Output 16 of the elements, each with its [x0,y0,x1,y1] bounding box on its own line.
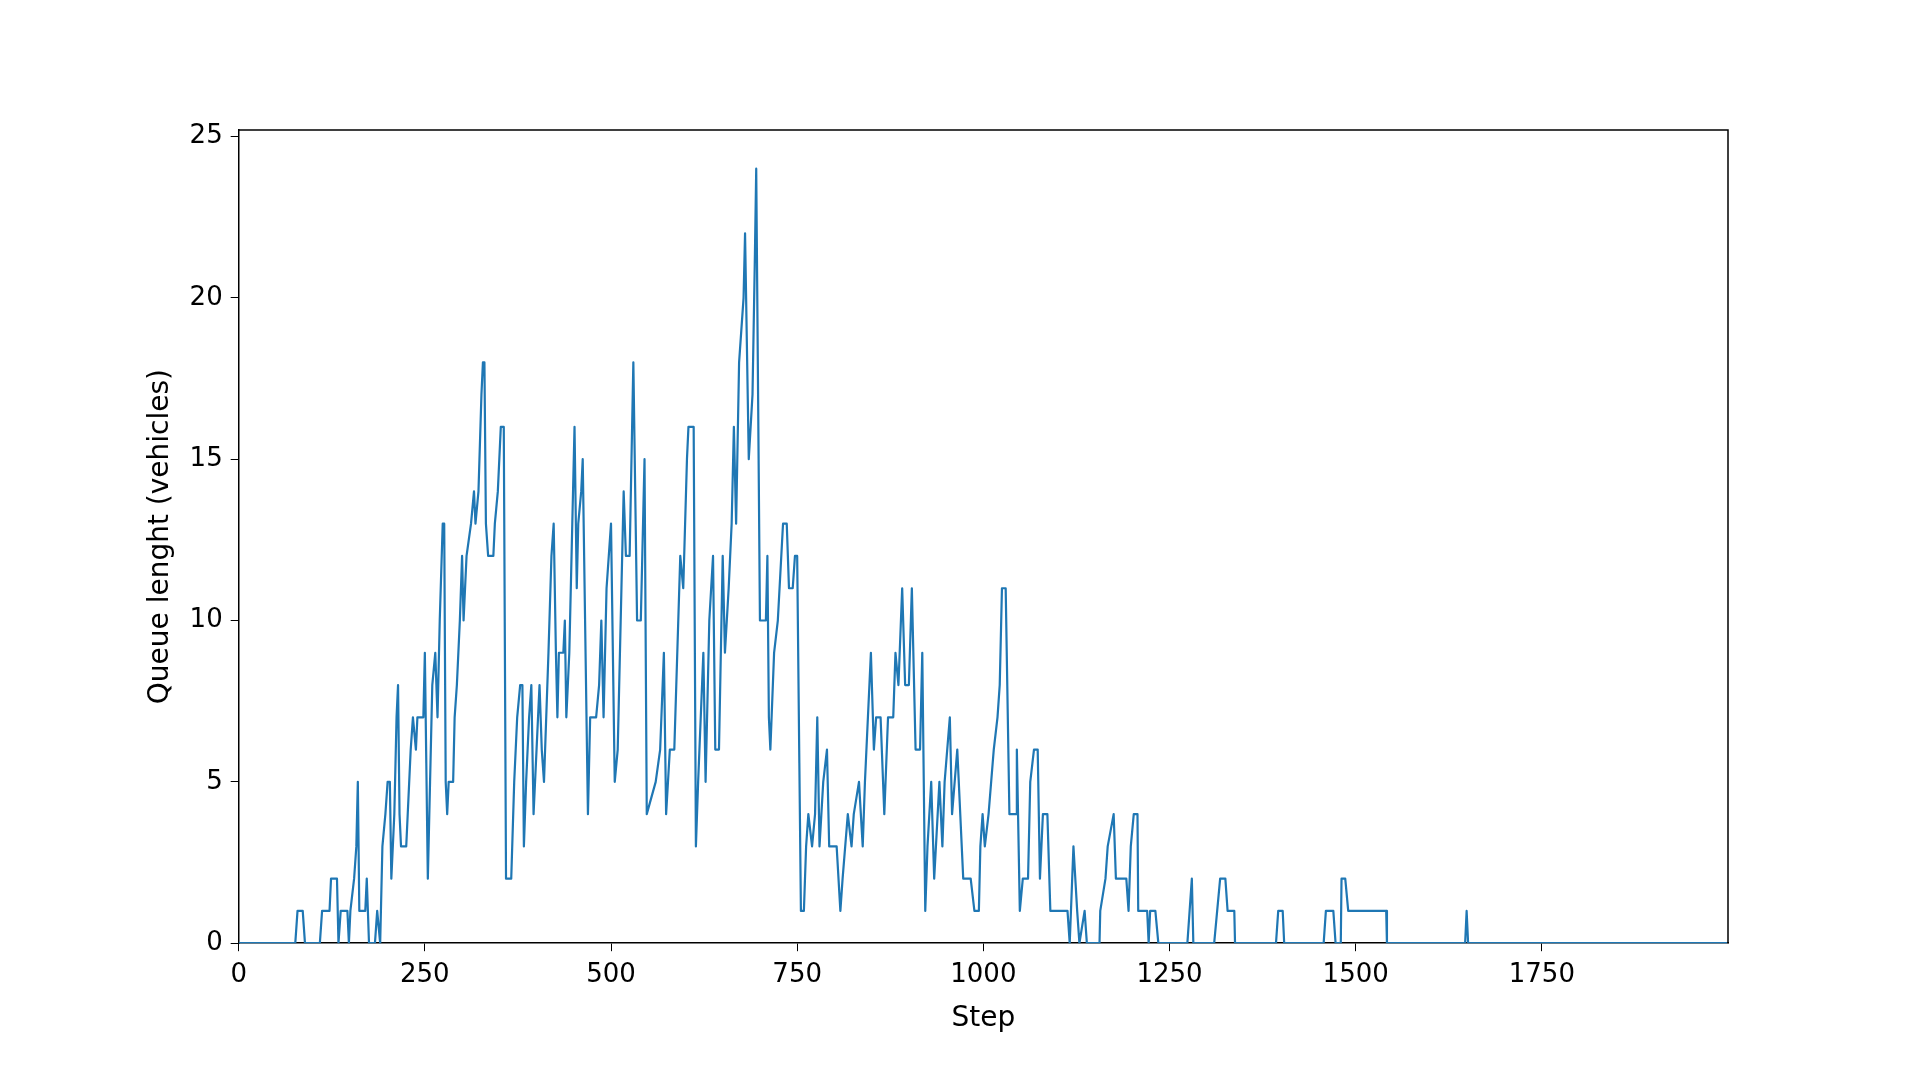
y-tick-label: 25 [189,119,223,150]
y-tick-label: 0 [206,925,223,956]
x-tick-label: 0 [230,957,247,988]
y-tick-label: 15 [189,441,223,472]
x-axis-title: Step [951,1000,1016,1034]
x-tick-label: 750 [772,957,822,988]
x-tick-label: 1250 [1136,957,1203,988]
x-tick-label: 1500 [1322,957,1389,988]
y-tick-label: 10 [189,603,223,634]
y-tick-label: 20 [189,280,223,311]
y-tick-label: 5 [206,764,223,795]
x-tick-label: 1000 [950,957,1017,988]
y-axis-title: Queue lenght (vehicles) [142,369,176,705]
x-tick-label: 250 [400,957,450,988]
x-tick-label: 500 [586,957,636,988]
x-tick-label: 1750 [1508,957,1575,988]
